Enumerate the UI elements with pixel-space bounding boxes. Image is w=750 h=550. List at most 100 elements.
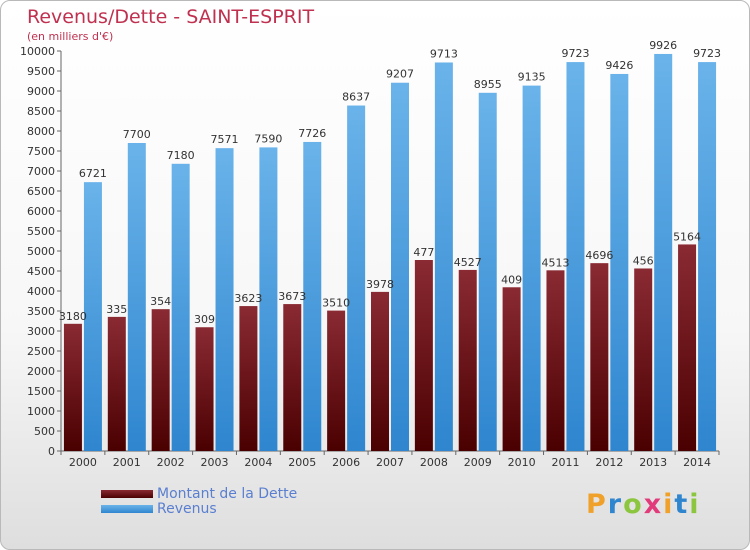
x-tick-label: 2008 [420, 456, 448, 469]
logo-letter: t [674, 489, 690, 520]
bar-debt [151, 309, 170, 451]
bar-revenue [610, 73, 629, 452]
data-label-revenue: 7180 [167, 149, 195, 162]
x-tick-label: 2004 [244, 456, 272, 469]
data-label-revenue: 9926 [649, 39, 677, 52]
data-label-debt: 335 [106, 303, 127, 316]
bar-debt [546, 270, 565, 451]
data-label-revenue: 9207 [386, 68, 414, 81]
x-tick-label: 2013 [639, 456, 667, 469]
x-tick-label: 2014 [683, 456, 711, 469]
data-label-debt: 3673 [278, 290, 306, 303]
data-label-debt: 354 [150, 295, 171, 308]
data-label-revenue: 7590 [254, 132, 282, 145]
y-tick-label: 9000 [27, 85, 55, 98]
bar-debt [634, 268, 653, 451]
x-tick-label: 2006 [332, 456, 360, 469]
chart-title: Revenus/Dette - SAINT-ESPRIT [27, 6, 315, 28]
y-tick-label: 9500 [27, 65, 55, 78]
bar-debt [63, 323, 82, 451]
bar-debt [678, 244, 697, 451]
bar-revenue [522, 85, 541, 451]
bar-revenue [259, 147, 278, 451]
x-tick-label: 2005 [288, 456, 316, 469]
bar-debt [195, 327, 214, 451]
y-tick-label: 1000 [27, 405, 55, 418]
y-tick-label: 3500 [27, 305, 55, 318]
data-label-revenue: 8955 [474, 78, 502, 91]
y-tick-label: 6500 [27, 185, 55, 198]
legend-label-debt: Montant de la Dette [157, 486, 298, 502]
bar-debt [371, 291, 389, 451]
bar-debt [107, 316, 126, 451]
data-label-revenue: 9135 [518, 71, 546, 84]
data-label-revenue: 7726 [298, 127, 326, 140]
bar-revenue [654, 53, 673, 452]
x-tick-label: 2012 [595, 456, 623, 469]
data-label-debt: 4513 [541, 256, 569, 269]
x-tick-label: 2009 [464, 456, 492, 469]
y-tick-label: 3000 [27, 325, 55, 338]
logo-letter: i [689, 489, 701, 520]
data-label-revenue: 7700 [123, 128, 151, 141]
data-label-debt: 3180 [59, 310, 87, 323]
logo-letter: r [607, 489, 624, 520]
bar-debt [283, 304, 302, 451]
logo-letter: x [643, 489, 664, 520]
y-tick-label: 5000 [27, 245, 55, 258]
legend-swatch-revenue [101, 505, 153, 513]
bar-revenue [303, 141, 322, 451]
y-tick-label: 7000 [27, 165, 55, 178]
bar-revenue [698, 62, 717, 452]
data-label-revenue: 7571 [211, 133, 239, 146]
data-label-revenue: 8637 [342, 91, 370, 104]
logo-letter: o [623, 489, 644, 520]
bar-revenue [171, 163, 190, 452]
bar-revenue [127, 143, 146, 451]
x-tick-label: 2011 [551, 456, 579, 469]
bar-debt [414, 260, 433, 451]
y-tick-label: 8000 [27, 125, 55, 138]
data-label-revenue: 6721 [79, 167, 107, 180]
data-label-revenue: 9723 [693, 47, 721, 60]
bar-revenue [478, 92, 497, 452]
data-label-debt: 409 [501, 273, 522, 286]
y-tick-label: 4500 [27, 265, 55, 278]
y-tick-label: 4000 [27, 285, 55, 298]
bar-revenue [215, 148, 234, 451]
data-label-debt: 4696 [585, 249, 613, 262]
data-label-debt: 3978 [366, 278, 394, 291]
y-tick-label: 7500 [27, 145, 55, 158]
y-tick-label: 2000 [27, 365, 55, 378]
x-tick-label: 2002 [157, 456, 185, 469]
data-label-debt: 309 [194, 313, 215, 326]
bar-debt [458, 269, 477, 451]
y-tick-label: 10000 [20, 45, 55, 58]
y-tick-label: 5500 [27, 225, 55, 238]
bar-debt [327, 310, 346, 451]
y-tick-label: 6000 [27, 205, 55, 218]
x-tick-label: 2010 [508, 456, 536, 469]
y-tick-label: 0 [48, 445, 55, 458]
legend-label-revenue: Revenus [157, 501, 217, 517]
data-label-debt: 3623 [234, 292, 262, 305]
bar-revenue [347, 105, 366, 452]
data-label-revenue: 9713 [430, 47, 458, 60]
data-label-revenue: 9426 [605, 59, 633, 72]
proxiti-logo: Proxiti [586, 489, 701, 520]
logo-letter: P [586, 489, 608, 520]
bar-debt [239, 306, 258, 451]
data-label-debt: 477 [413, 246, 434, 259]
data-label-debt: 456 [633, 254, 654, 267]
y-tick-label: 500 [34, 425, 55, 438]
bar-debt [590, 263, 609, 451]
legend-swatch-debt [101, 490, 153, 498]
data-label-debt: 4527 [454, 256, 482, 269]
data-label-revenue: 9723 [561, 47, 589, 60]
y-tick-label: 1500 [27, 385, 55, 398]
y-tick-label: 8500 [27, 105, 55, 118]
logo-letter: i [663, 489, 675, 520]
bar-revenue [83, 182, 102, 451]
